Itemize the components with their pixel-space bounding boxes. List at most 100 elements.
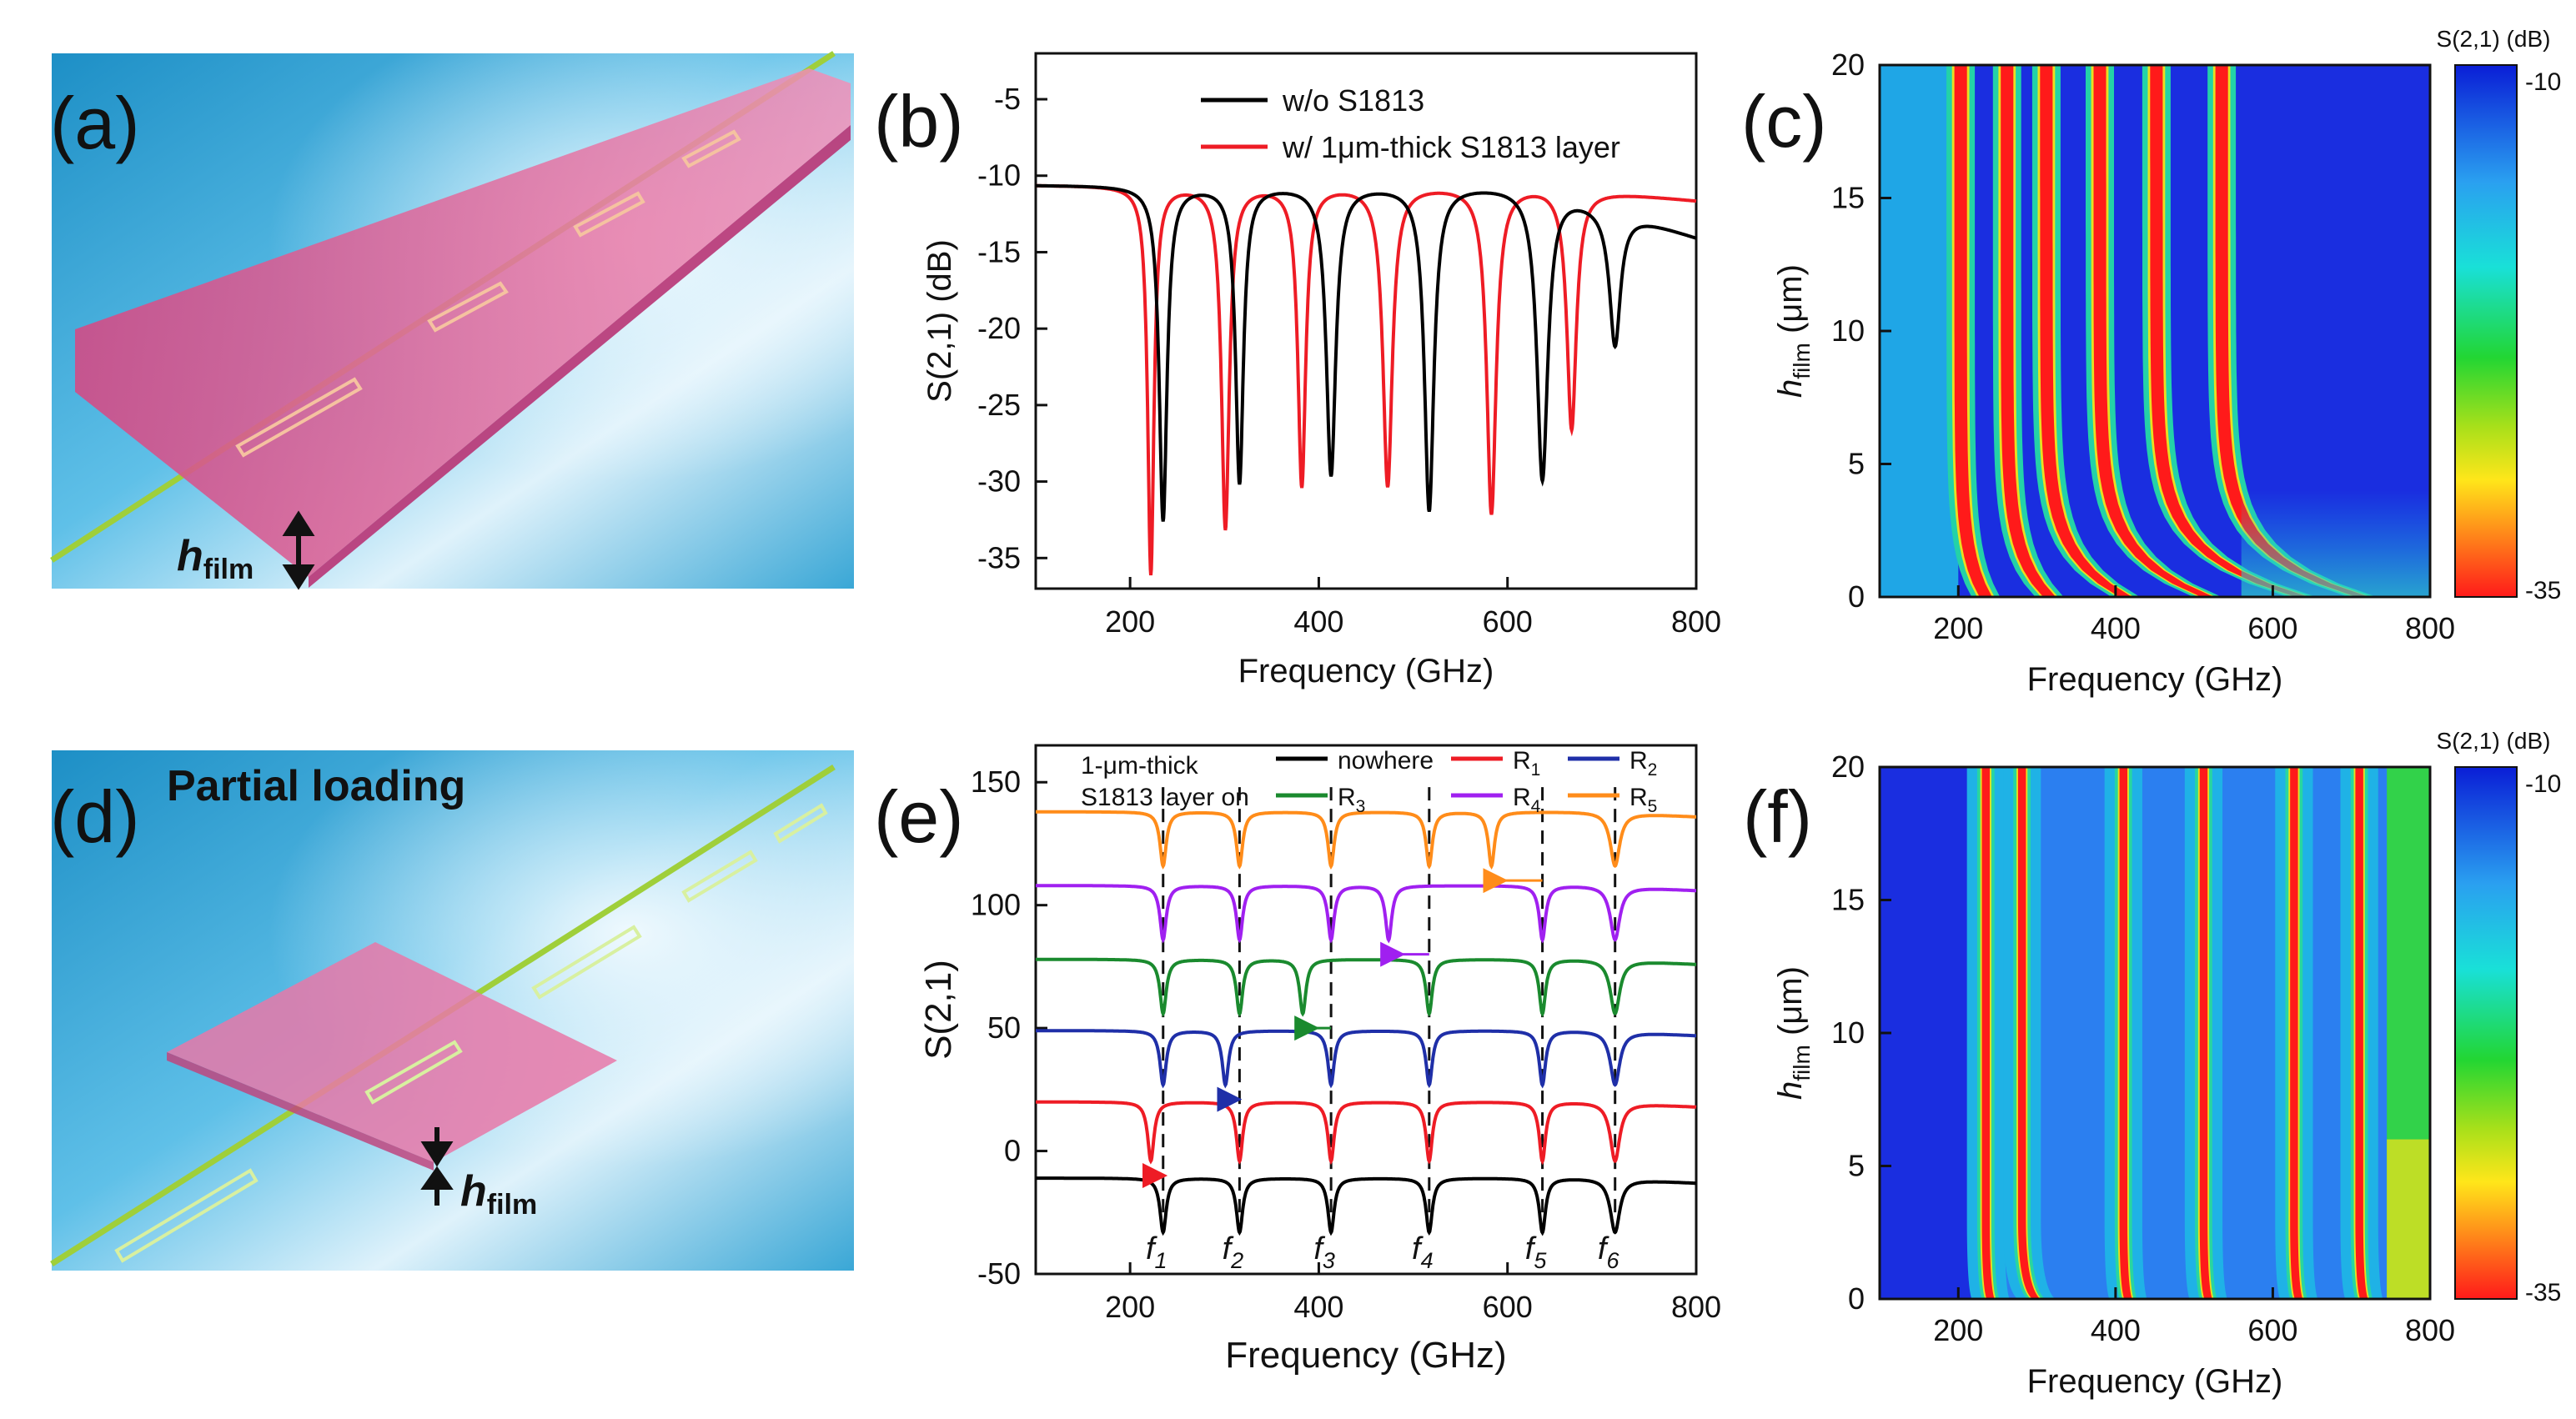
chart-e-resonance-label: f4 [1412,1231,1434,1273]
panel-e-label: (e) [874,775,964,858]
chart-e-legend-label: R3 [1338,784,1365,816]
chart-b-xtick-label: 800 [1671,604,1721,639]
panel-a-film-slab [75,68,851,577]
panel-a-slab-edge [309,125,851,588]
chart-e-ytick-label: -50 [977,1256,1021,1291]
chart-e-ylabel: S(2,1) [918,960,959,1060]
chartC-ylabel: hfilm (μm) [1772,264,1815,398]
chart-b-ytick-label: -20 [977,311,1021,345]
panel-d-title: Partial loading [167,762,465,810]
panel-a-hfilm-h: h [177,532,203,580]
chart-f-band [1981,767,1995,1299]
chart-e-resonance-label-sub: 6 [1606,1248,1619,1273]
chartF-ytick-label: 15 [1831,883,1865,917]
chart-e-resonance-label: f6 [1598,1231,1620,1273]
chart-e-xlabel: Frequency (GHz) [1225,1335,1506,1376]
chart-e-resonance-label-main: f [1146,1231,1157,1266]
chart-e-legend-label: R2 [1629,747,1657,780]
chartC-colorbar [2454,64,2518,598]
chartF-xlabel: Frequency (GHz) [2027,1363,2283,1400]
chart-e-xtick-label: 800 [1671,1290,1721,1324]
panel-d-resonators [114,803,828,1263]
chart-e-resonance-label: f1 [1146,1231,1167,1273]
chart-f-right-yellow [2387,1139,2430,1299]
chart-b-ytick-label: -15 [977,234,1021,268]
chartF-xtick-label: 600 [2247,1313,2297,1347]
chart-b-xtick-label: 400 [1293,604,1343,639]
chart-b-legend-label: w/ 1μm-thick S1813 layer [1282,130,1620,164]
chart-b-legend-label: w/o S1813 [1282,83,1424,118]
panel-a-hfilm-sub: film [203,554,254,585]
chartF-ytick-label: 10 [1831,1015,1865,1050]
chart-c-band-halo [2031,65,2141,597]
chart-c-band-red [1954,65,1992,597]
chart-e-resonance-label-sub: 1 [1155,1248,1167,1273]
panel-b-label: (b) [874,80,964,163]
chart-c-band-red [2040,65,2132,597]
chartC-colorbar-title: S(2,1) (dB) [2437,26,2551,52]
chart-e-frame [1034,744,1698,1276]
chartC-ytick-label: 0 [1848,579,1865,614]
chart-e-legend-label-main: R [1629,747,1648,775]
chartC-ytick-label: 10 [1831,313,1865,348]
chart-b-xlabel: Frequency (GHz) [1238,653,1494,689]
chart-f-band [2290,767,2303,1299]
chartF-ylabel-unit: (μm) [1772,966,1809,1045]
chart-e-resonance-label: f5 [1525,1231,1548,1273]
chart-e-xtick-label: 400 [1293,1290,1343,1324]
chart-b-ytick-label: -25 [977,388,1021,422]
chartF-colorbar-max: -10 [2525,770,2561,798]
chart-e-legend-label-main: R [1629,784,1648,811]
chart-b-series-line [1036,183,1697,522]
chart-e-resonance-label-sub: 2 [1230,1248,1243,1273]
chartC-colorbar-max: -10 [2525,68,2561,96]
chartC-ylabel-unit: (μm) [1772,264,1809,343]
chart-b-xtick-label: 600 [1483,604,1533,639]
chartF-colorbar-title: S(2,1) (dB) [2437,728,2551,754]
chart-e: 200 400 600 800 150 100 50 0 -50 Frequency (GHz) S… [918,744,1721,1376]
panel-d-illustration: (d) Partial loading hfilm [50,750,854,1271]
chart-e-note-line1: 1-μm-thick [1081,752,1199,780]
chart-f-band [2119,767,2132,1299]
panel-d-film-patch [167,942,617,1162]
chart-e-legend-label-sub: 1 [1531,760,1541,780]
chart-b-ytick-label: -5 [994,82,1021,116]
chartF-ylabel: hfilm (μm) [1772,966,1815,1100]
chart-e-resonance-label-main: f [1412,1231,1424,1266]
chartF-xtick-label: 800 [2405,1313,2455,1347]
chartF-ylabel-h: h [1772,1081,1809,1100]
chart-e-legend-label-sub: 2 [1648,760,1658,780]
chart-e-series-line [1036,884,1696,944]
chart-e-legend-label: nowhere [1338,747,1434,775]
chart-e-resonance-label-main: f [1598,1231,1609,1266]
chartF-xtick-label: 400 [2091,1313,2141,1347]
chart-e-legend-label-sub: 4 [1531,797,1541,816]
chartF-xtick-label: 200 [1933,1313,1983,1347]
chart-e-resonance-label-sub: 4 [1421,1248,1434,1273]
chart-f-band [2199,767,2212,1299]
chart-e-resonance-label-sub: 5 [1534,1248,1547,1273]
chart-c-band-red [2093,65,2214,597]
panel-d-hfilm-sub: film [487,1189,537,1221]
chartF-colorbar-min: -35 [2525,1279,2561,1306]
chart-c-band-yellow [2212,65,2372,597]
panel-f-label: (f) [1743,775,1812,858]
chart-e-legend-label: R4 [1513,784,1541,816]
chart-e-ytick-label: 100 [971,888,1021,922]
panel-d-patch-edge [167,1052,434,1171]
panel-d-label: (d) [50,775,140,858]
chart-e-series-line [1036,1029,1696,1089]
chart-c-band-yellow [2147,65,2311,597]
chartC-ytick-label: 15 [1831,181,1865,215]
chart-b-ylabel: S(2,1) (dB) [921,239,958,403]
panel-d-hfilm-label: hfilm [460,1167,537,1221]
chartF-ytick-label: 5 [1848,1149,1865,1183]
chart-e-resonance-label: f3 [1313,1231,1335,1273]
chart-b-ytick-label: -10 [977,158,1021,193]
chartC-ylabel-sub: film [1789,343,1815,379]
panel-d-hfilm-h: h [460,1167,487,1216]
chartF-ytick-label: 20 [1831,750,1865,784]
chartF-colorbar [2454,766,2518,1300]
chart-e-ytick-label: 50 [987,1010,1021,1045]
